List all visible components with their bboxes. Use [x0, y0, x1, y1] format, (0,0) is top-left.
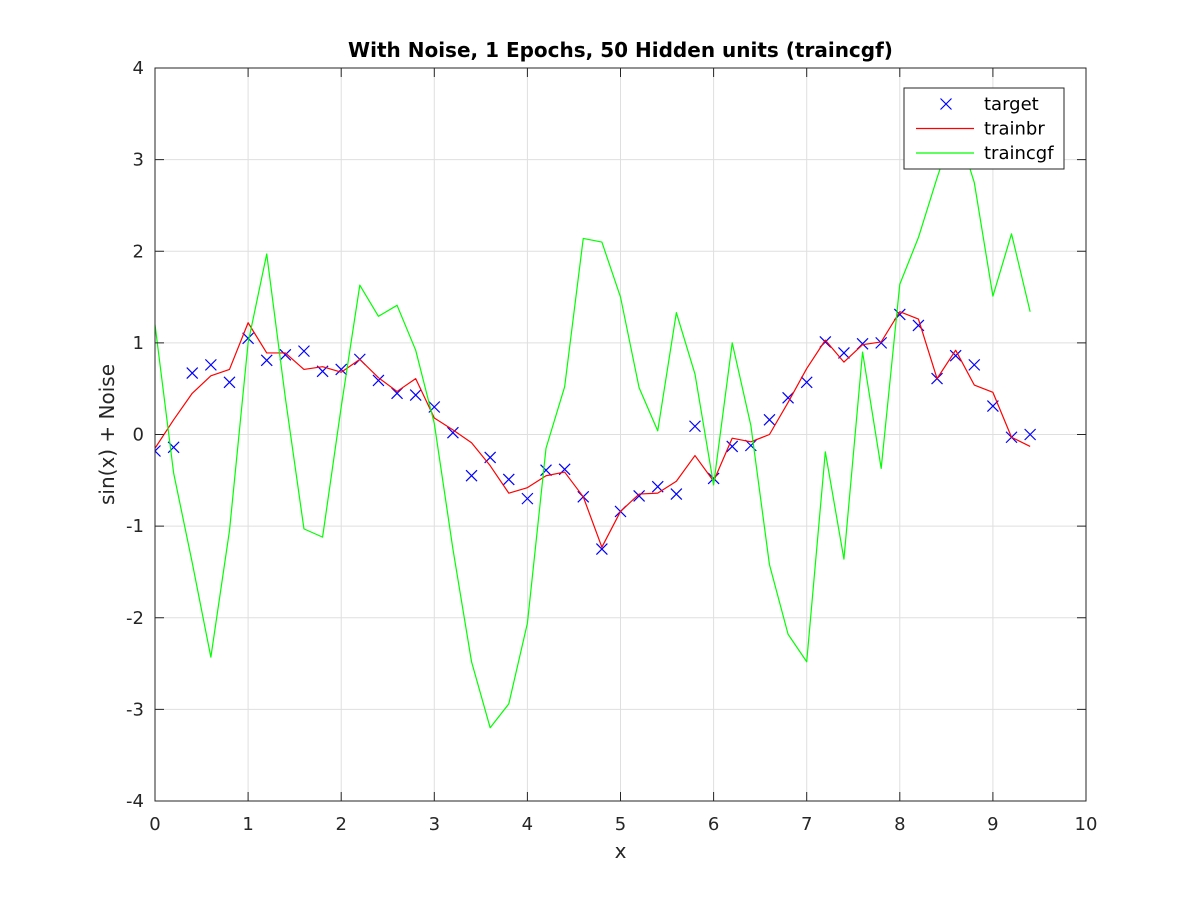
legend-label: target [984, 94, 1039, 115]
y-tick-label: 0 [133, 425, 144, 446]
data-point [782, 391, 795, 404]
legend: target trainbr traincgf [903, 87, 1065, 170]
y-tick-label: -4 [126, 791, 144, 812]
series-target [155, 308, 1037, 555]
data-point [335, 363, 348, 376]
chart-title: With Noise, 1 Epochs, 50 Hidden units (t… [348, 38, 893, 62]
x-tick-label: 7 [801, 814, 812, 835]
data-point [502, 473, 515, 486]
ticks: 0 1 2 3 4 5 6 7 8 9 10 -4 -3 -2 -1 0 1 2 3 4 [126, 58, 1097, 835]
data-point [521, 492, 534, 505]
x-tick-label: 9 [987, 814, 998, 835]
x-axis-title: x [615, 839, 627, 863]
data-point [689, 420, 701, 433]
legend-label: trainbr [984, 119, 1045, 140]
series-layer [155, 122, 1037, 729]
y-tick-label: 3 [133, 150, 144, 171]
x-tick-label: 1 [242, 814, 253, 835]
data-point [707, 472, 720, 485]
data-point [260, 354, 273, 367]
data-point [242, 332, 255, 345]
data-point [186, 367, 199, 380]
data-point [279, 348, 292, 361]
x-tick-label: 8 [894, 814, 905, 835]
y-tick-label: -2 [126, 608, 144, 629]
data-point [446, 426, 459, 439]
series-traincgf [155, 122, 1031, 729]
x-tick-label: 2 [335, 814, 346, 835]
x-tick-label: 3 [429, 814, 440, 835]
data-point [838, 347, 850, 359]
x-tick-label: 10 [1075, 814, 1098, 835]
data-point [155, 445, 161, 457]
y-tick-label: 4 [133, 58, 144, 79]
series-line-trainbr [155, 311, 1031, 548]
data-point [465, 469, 478, 482]
data-point [763, 413, 776, 426]
data-point [726, 440, 739, 453]
data-point [540, 464, 552, 477]
y-tick-label: -3 [126, 699, 144, 720]
data-point [595, 543, 608, 555]
data-point [670, 488, 683, 500]
y-tick-label: 1 [133, 333, 144, 354]
data-point [949, 349, 962, 362]
legend-swatch [940, 98, 952, 110]
legend-item-traincgf: traincgf [916, 143, 1054, 164]
x-tick-label: 5 [615, 814, 626, 835]
data-point [223, 376, 236, 389]
x-tick-label: 4 [522, 814, 533, 835]
y-tick-label: 2 [133, 241, 144, 262]
legend-item-target: target [940, 94, 1039, 115]
data-point [204, 358, 217, 371]
data-point [968, 358, 981, 371]
data-point [298, 345, 310, 358]
x-tick-label: 6 [708, 814, 719, 835]
legend-item-trainbr: trainbr [916, 119, 1045, 140]
data-point [633, 489, 646, 502]
legend-label: traincgf [984, 143, 1054, 164]
data-point [409, 389, 422, 402]
x-tick-label: 0 [149, 814, 160, 835]
series-trainbr [155, 311, 1031, 548]
data-point [800, 376, 813, 389]
y-axis-title: sin(x) + Noise [95, 364, 119, 505]
data-point [372, 374, 385, 387]
y-tick-label: -1 [126, 516, 144, 537]
data-point [875, 336, 888, 349]
data-point [1024, 428, 1037, 441]
series-line-traincgf [155, 122, 1031, 729]
